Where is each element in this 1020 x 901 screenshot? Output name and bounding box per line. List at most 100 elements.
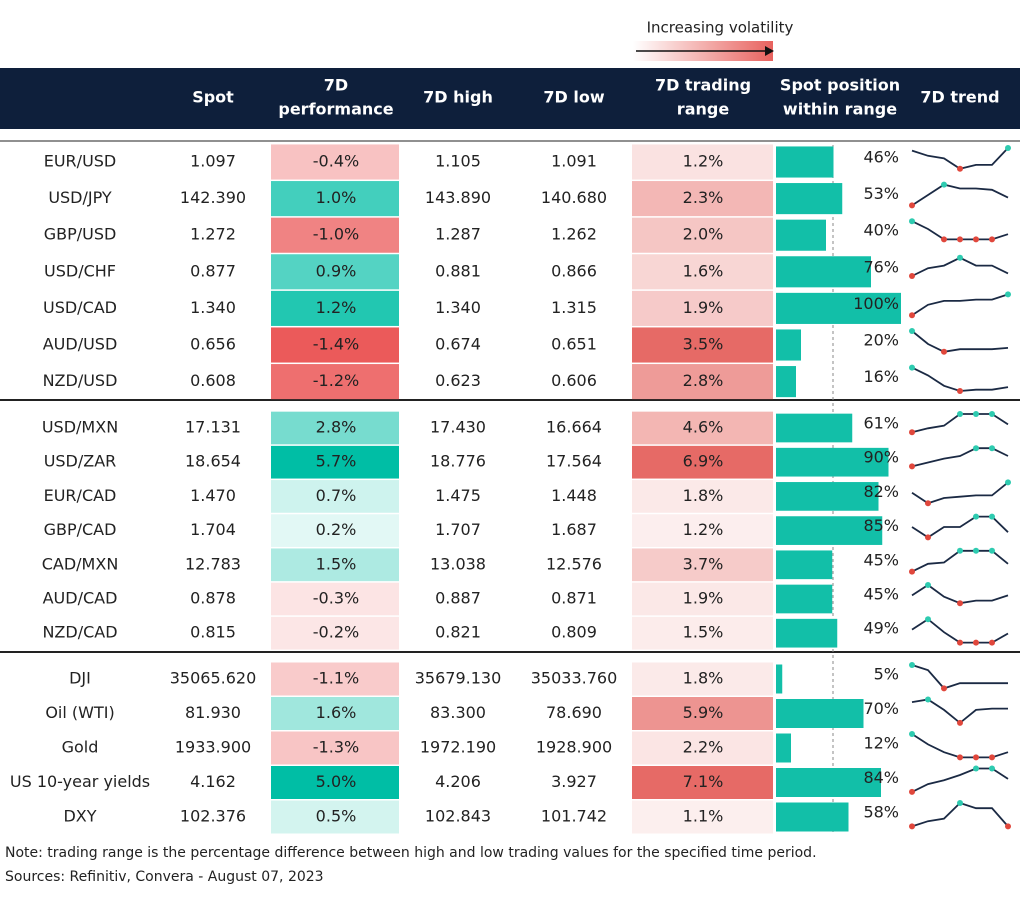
range-cell [632,364,773,400]
row-label: EUR/USD [44,152,117,171]
perf-cell [271,697,399,730]
high-value: 1972.190 [420,738,496,757]
row-label: CAD/MXN [42,554,119,573]
trend-min [909,312,915,319]
trend-line [911,515,1009,539]
high-value: 13.038 [430,554,486,573]
perf-cell [271,514,399,547]
position-label: 20% [863,331,899,350]
range-value: 6.9% [683,452,724,471]
position-label: 12% [863,734,899,753]
range-value: 1.6% [683,261,724,280]
high-value: 102.843 [425,807,491,826]
position-bar [776,183,843,215]
low-value: 17.564 [546,452,602,471]
position-bar [776,550,833,580]
high-value: 0.887 [435,589,481,608]
trend-min [909,202,915,209]
trend-max [909,662,915,668]
position-bar [776,219,826,251]
range-cell [632,327,773,363]
column-header: within range [783,100,897,119]
arrow-head [765,46,774,56]
trend-min [941,348,947,355]
perf-cell [271,445,399,479]
spot-value: 17.131 [185,418,241,437]
high-value: 143.890 [425,188,491,207]
perf-cell [271,616,399,650]
perf-value: 1.2% [316,298,357,317]
position-label: 82% [863,482,899,501]
trend-min [909,788,915,795]
trend-max [989,547,995,554]
range-cell [632,800,773,834]
position-label: 5% [874,665,899,684]
position-label: 84% [863,768,899,787]
low-value: 12.576 [546,554,602,573]
column-header: Spot position [780,76,900,95]
high-value: 0.881 [435,261,481,280]
range-value: 7.1% [683,772,724,791]
row-label: NZD/CAD [42,623,117,642]
high-value: 1.105 [435,152,481,171]
row-label: USD/MXN [42,418,118,437]
trend-max [925,582,931,588]
range-cell [632,445,773,479]
perf-value: -1.1% [313,669,359,688]
trend-max [973,765,979,772]
trend-line [911,618,1009,644]
low-value: 0.871 [551,589,597,608]
position-bar [776,699,864,728]
range-value: 2.8% [683,371,724,390]
trend-min [909,568,915,575]
low-value: 101.742 [541,807,607,826]
trend-line [911,330,1009,353]
range-value: 4.6% [683,418,724,437]
column-header: Spot [192,88,234,107]
high-value: 0.821 [435,623,481,642]
low-value: 1.448 [551,486,597,505]
column-header: performance [278,100,393,119]
perf-cell [271,800,399,834]
range-value: 1.9% [683,589,724,608]
high-value: 1.475 [435,486,481,505]
spot-value: 1.097 [190,152,236,171]
row-label: USD/ZAR [44,452,117,471]
low-value: 16.664 [546,418,602,437]
perf-cell [271,217,399,253]
position-bar [776,366,796,398]
spot-value: 1.470 [190,486,236,505]
position-label: 49% [863,619,899,638]
trend-max [909,218,915,225]
position-bar [776,618,838,648]
trend-min [925,500,931,507]
perf-cell [271,144,399,180]
spot-value: 102.376 [180,807,246,826]
row-label: AUD/CAD [43,589,118,608]
trend-max [957,411,963,417]
range-value: 2.2% [683,738,724,757]
trend-min [957,165,963,172]
trend-max [909,328,915,334]
range-cell [632,181,773,217]
low-value: 1.262 [551,225,597,244]
range-cell [632,514,773,547]
column-header: 7D high [423,88,493,107]
range-cell [632,217,773,253]
trend-line [911,767,1009,793]
position-bar [776,516,883,545]
position-bar [776,482,879,511]
perf-cell [271,364,399,400]
spot-value: 142.390 [180,188,246,207]
perf-cell [271,480,399,513]
row-label: Oil (WTI) [45,703,114,722]
row-label: NZD/USD [43,371,118,390]
position-label: 76% [863,257,899,276]
position-label: 45% [863,550,899,569]
trend-min [989,639,995,646]
low-value: 1.091 [551,152,597,171]
perf-value: 2.8% [316,418,357,437]
low-value: 3.927 [551,772,597,791]
header-bar [0,68,1020,129]
